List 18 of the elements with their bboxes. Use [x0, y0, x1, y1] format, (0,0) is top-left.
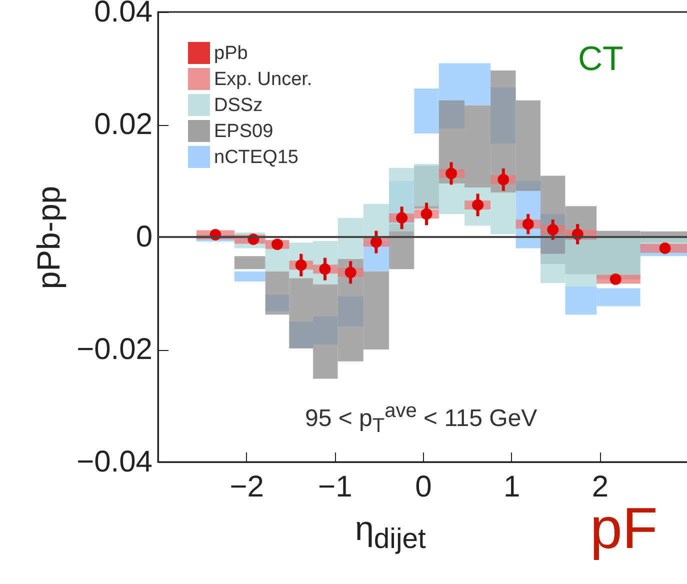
legend-label: Exp. Uncer.	[214, 69, 312, 90]
y-tick-label: −0.04	[76, 446, 152, 478]
annotation: CT	[578, 40, 624, 79]
y-tick-label: −0.02	[76, 333, 152, 366]
x-axis-title: η$_{dijet}$	[355, 510, 426, 556]
x-tick-label: −2	[230, 470, 264, 504]
x-tick-label: 1	[503, 470, 520, 504]
legend-label: DSSz	[214, 95, 263, 116]
y-tick-label: 0.04	[94, 0, 152, 28]
y-axis-title: pPb-pp	[30, 186, 67, 290]
legend-label: nCTEQ15	[214, 147, 298, 168]
y-tick-label: 0.02	[94, 108, 152, 141]
legend-label: pPb	[214, 43, 248, 64]
legend-label: EPS09	[214, 121, 274, 142]
y-tick-label: 0	[136, 220, 152, 254]
x-tick-label: 0	[415, 470, 432, 504]
annotation: 95 < p$_{T}$$^{ave}$ < 115 GeV	[305, 400, 538, 438]
x-tick-label: −1	[318, 470, 352, 504]
